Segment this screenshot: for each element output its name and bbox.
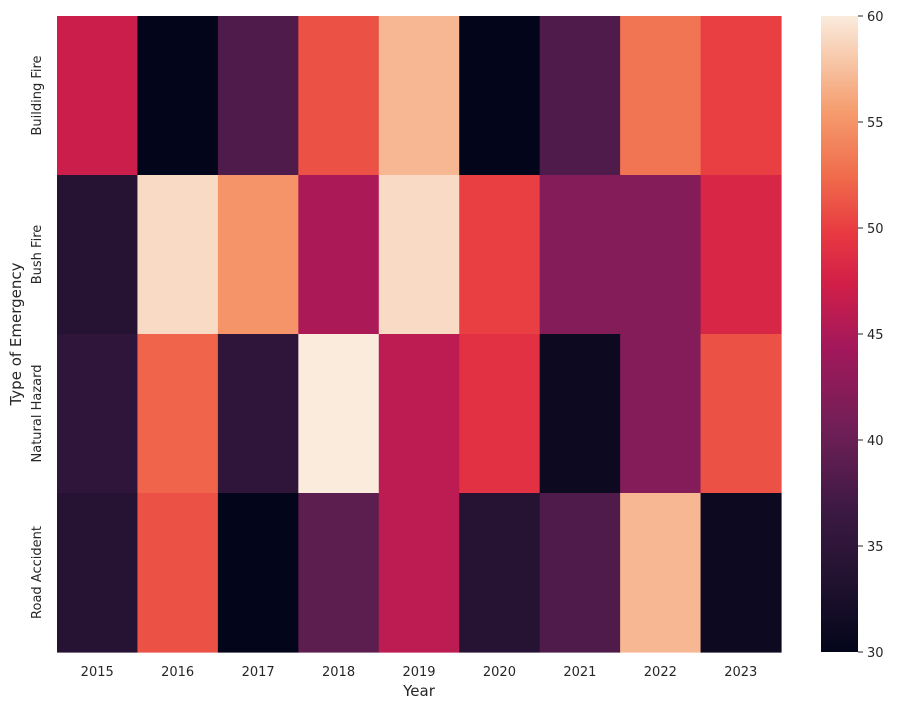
heatmap-cell [137, 334, 219, 494]
colorbar-tick-labels: 30 35 40 45 50 55 60 [858, 10, 884, 661]
heatmap-cell [620, 175, 702, 335]
y-tick-label: Building Fire [30, 55, 45, 135]
colorbar-tick-label: 40 [867, 434, 884, 449]
heatmap-cell [137, 175, 219, 335]
heatmap-cell [378, 175, 460, 335]
y-tick-labels: Building Fire Bush Fire Natural Hazard Road… [30, 55, 45, 619]
heatmap-cell [217, 334, 299, 494]
y-tick-label: Natural Hazard [30, 365, 45, 463]
heatmap-cell [378, 493, 460, 653]
heatmap-cell [57, 175, 139, 335]
x-tick-label: 2018 [322, 665, 355, 680]
x-tick-label: 2022 [644, 665, 677, 680]
colorbar-tick-label: 30 [867, 646, 884, 661]
heatmap-cell [459, 334, 541, 494]
heatmap-cells [57, 16, 782, 653]
heatmap-cell [700, 16, 782, 176]
heatmap-cell [378, 334, 460, 494]
heatmap-cell [217, 175, 299, 335]
y-tick-label: Bush Fire [30, 225, 45, 285]
heatmap-cell [298, 175, 380, 335]
heatmap-cell [620, 16, 702, 176]
heatmap-cell [298, 493, 380, 653]
colorbar-tick-label: 55 [867, 116, 884, 131]
x-tick-label: 2023 [724, 665, 757, 680]
colorbar-tick-label: 50 [867, 222, 884, 237]
heatmap-cell [217, 493, 299, 653]
heatmap-cell [539, 334, 621, 494]
heatmap-cell [459, 493, 541, 653]
heatmap-cell [539, 16, 621, 176]
colorbar-tick-label: 45 [867, 328, 884, 343]
heatmap-cell [459, 175, 541, 335]
x-tick-label: 2019 [402, 665, 435, 680]
heatmap-cell [298, 334, 380, 494]
heatmap-cell [620, 493, 702, 653]
heatmap-cell [378, 16, 460, 176]
x-tick-label: 2015 [81, 665, 114, 680]
x-tick-label: 2016 [161, 665, 194, 680]
heatmap-cell [700, 334, 782, 494]
heatmap-cell [217, 16, 299, 176]
x-tick-label: 2017 [242, 665, 275, 680]
heatmap-cell [539, 175, 621, 335]
heatmap-cell [298, 16, 380, 176]
heatmap-cell [620, 334, 702, 494]
x-tick-labels: 2015 2016 2017 2018 2019 2020 2021 2022 2023 [81, 665, 758, 680]
x-tick-label: 2020 [483, 665, 516, 680]
heatmap-cell [57, 493, 139, 653]
y-axis-label: Type of Emergency [7, 262, 25, 406]
heatmap-cell [137, 493, 219, 653]
heatmap-cell [57, 334, 139, 494]
heatmap-cell [700, 493, 782, 653]
y-tick-label: Road Accident [30, 526, 45, 619]
heatmap-cell [57, 16, 139, 176]
colorbar-tick-label: 35 [867, 540, 884, 555]
heatmap-cell [137, 16, 219, 176]
colorbar-tick-label: 60 [867, 10, 884, 25]
heatmap-cell [700, 175, 782, 335]
colorbar [821, 16, 858, 652]
heatmap-cell [459, 16, 541, 176]
x-axis-label: Year [402, 682, 436, 700]
x-tick-label: 2021 [563, 665, 596, 680]
heatmap-cell [539, 493, 621, 653]
